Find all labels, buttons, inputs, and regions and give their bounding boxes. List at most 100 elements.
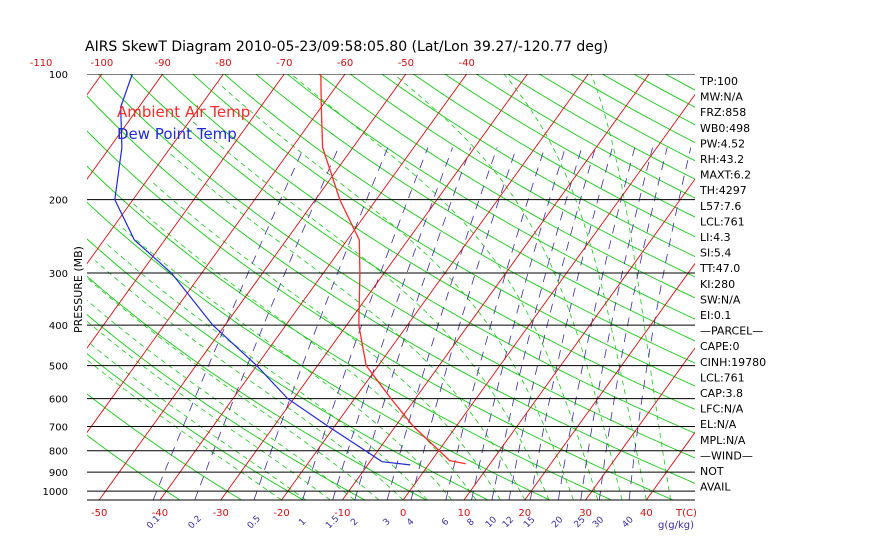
isotherm bbox=[0, 74, 41, 500]
pressure-tick-label: 800 bbox=[49, 447, 68, 458]
temp-tick-label: -50 bbox=[91, 508, 107, 519]
index-label: L57:7.6 bbox=[700, 200, 741, 213]
index-label: FRZ:858 bbox=[700, 106, 746, 119]
mixing-ratio-tick-label: 30 bbox=[591, 515, 606, 530]
temp-tick-label: -20 bbox=[273, 508, 289, 519]
mixing-ratio-tick-label: 0.2 bbox=[187, 514, 204, 531]
mixing-ratio-tick-label: 6 bbox=[440, 517, 451, 528]
temp-tick-label: 30 bbox=[579, 508, 592, 519]
dry-adiabat bbox=[286, 74, 695, 320]
top-temp-tick-label: -70 bbox=[276, 58, 292, 69]
isotherm bbox=[87, 74, 346, 434]
dry-adiabat bbox=[160, 74, 695, 410]
top-temp-tick-label: -80 bbox=[215, 58, 231, 69]
mixing-ratio-line bbox=[253, 147, 389, 500]
mixing-ratio-tick-label: 2 bbox=[349, 517, 360, 528]
top-temp-tick-label: -60 bbox=[337, 58, 353, 69]
pressure-tick-label: 300 bbox=[49, 269, 68, 280]
moist-adiabat bbox=[106, 243, 428, 500]
dry-adiabat bbox=[633, 74, 695, 108]
index-label: TT:47.0 bbox=[699, 262, 740, 275]
dry-adiabat bbox=[507, 74, 695, 180]
moist-adiabat bbox=[87, 277, 380, 500]
top-temp-tick-label: -50 bbox=[398, 58, 414, 69]
pressure-tick-label: 700 bbox=[49, 423, 68, 434]
index-label: —PARCEL— bbox=[700, 325, 763, 338]
index-label: TH:4297 bbox=[699, 184, 747, 197]
mixing-ratio-line bbox=[598, 147, 668, 500]
legend-item-dewpoint: Dew Point Temp bbox=[117, 125, 237, 143]
dry-adiabat bbox=[349, 74, 695, 278]
temp-tick-label: -30 bbox=[213, 508, 229, 519]
dry-adiabat bbox=[224, 74, 695, 364]
moist-adiabat bbox=[503, 74, 647, 500]
top-temp-tick-label: -100 bbox=[91, 58, 114, 69]
mixing-ratio-line bbox=[529, 147, 613, 500]
index-label: AVAIL bbox=[700, 481, 731, 494]
moist-adiabat bbox=[590, 74, 672, 500]
isotherm bbox=[87, 74, 224, 265]
index-label: KI:280 bbox=[700, 278, 735, 291]
isotherm bbox=[98, 74, 407, 500]
moist-adiabat bbox=[393, 74, 623, 500]
dry-adiabat bbox=[87, 165, 613, 500]
mixing-ratio-tick-label: 40 bbox=[621, 515, 636, 530]
dry-adiabat bbox=[192, 74, 695, 387]
top-temp-tick-label: -90 bbox=[155, 58, 171, 69]
index-label: CAP:3.8 bbox=[700, 387, 743, 400]
pressure-tick-label: 900 bbox=[49, 468, 68, 479]
y-axis-label: PRESSURE (MB) bbox=[72, 246, 85, 333]
isotherm bbox=[159, 74, 468, 500]
index-label: TP:100 bbox=[699, 75, 738, 88]
isotherm bbox=[463, 178, 695, 500]
mixing-ratio-unit-label: g(g/kg) bbox=[658, 520, 694, 531]
index-label: MAXT:6.2 bbox=[700, 169, 751, 182]
mixing-ratio-tick-label: 3 bbox=[382, 517, 393, 528]
temp-tick-label: 0 bbox=[400, 508, 406, 519]
pressure-tick-label: 100 bbox=[49, 70, 68, 81]
top-temp-tick-label: -40 bbox=[459, 58, 475, 69]
moist-adiabat bbox=[87, 359, 282, 500]
index-label: WB0:498 bbox=[700, 122, 750, 135]
isotherm bbox=[585, 347, 695, 500]
dry-adiabat bbox=[255, 74, 695, 342]
mixing-ratio-tick-label: 1 bbox=[297, 517, 308, 528]
air-temp-line bbox=[320, 74, 466, 465]
index-label: CINH:19780 bbox=[700, 356, 766, 369]
mixing-ratio-line bbox=[508, 147, 596, 500]
dry-adiabat bbox=[728, 74, 870, 502]
dry-adiabat bbox=[318, 74, 695, 299]
index-label: EI:0.1 bbox=[700, 309, 731, 322]
pressure-tick-label: 500 bbox=[49, 362, 68, 373]
isotherm bbox=[768, 74, 870, 500]
temp-tick-label: 20 bbox=[518, 508, 531, 519]
index-label: PW:4.52 bbox=[700, 137, 745, 150]
isotherm bbox=[524, 262, 695, 500]
index-label: LCL:761 bbox=[700, 371, 745, 384]
dry-adiabat bbox=[664, 74, 695, 91]
pressure-tick-label: 600 bbox=[49, 395, 68, 406]
index-label: EL:N/A bbox=[700, 418, 737, 431]
index-label: LI:4.3 bbox=[700, 231, 731, 244]
temp-tick-label: -10 bbox=[334, 508, 350, 519]
mixing-ratio-tick-label: 12 bbox=[501, 515, 516, 530]
isotherm bbox=[87, 74, 103, 96]
isotherm bbox=[341, 74, 650, 500]
x-axis-label: T(C) bbox=[675, 508, 697, 519]
index-label: —WIND— bbox=[700, 449, 753, 462]
moist-adiabat bbox=[192, 121, 550, 500]
mixing-ratio-tick-label: 10 bbox=[484, 515, 499, 530]
isotherm bbox=[220, 74, 528, 500]
index-label: LCL:761 bbox=[700, 215, 745, 228]
moist-adiabat bbox=[118, 224, 453, 500]
dew-point-line bbox=[114, 74, 411, 466]
index-label: SW:N/A bbox=[700, 293, 741, 306]
temp-tick-label: -40 bbox=[152, 508, 168, 519]
index-label: LFC:N/A bbox=[700, 403, 744, 416]
mixing-ratio-line bbox=[152, 147, 305, 500]
pressure-tick-label: 200 bbox=[49, 196, 68, 207]
legend-item-ambient: Ambient Air Temp bbox=[117, 103, 250, 121]
index-label: CAPE:0 bbox=[700, 340, 740, 353]
pressure-tick-label: 400 bbox=[49, 321, 68, 332]
